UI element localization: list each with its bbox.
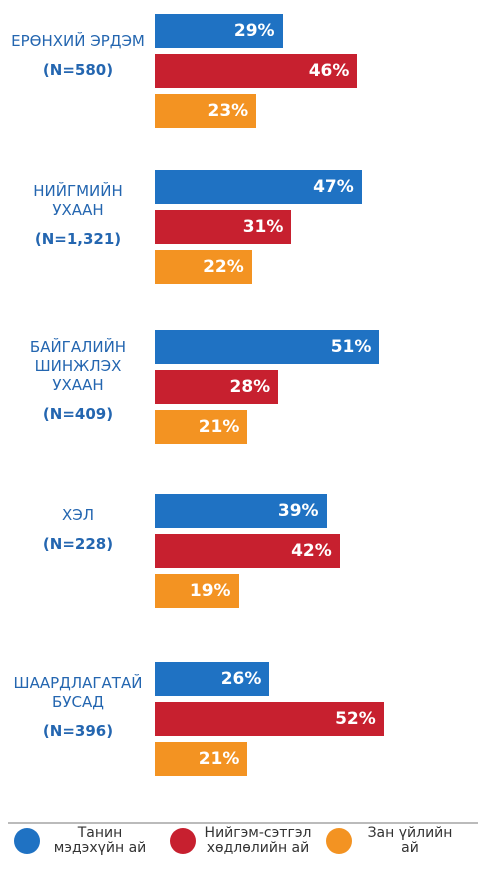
value-label: 21% [198, 749, 240, 769]
value-label: 26% [220, 669, 262, 689]
legend-item: Нийгэм-сэтгэл хөдлөлийн ай [170, 826, 312, 856]
bar: 21% [155, 742, 248, 776]
bar: 47% [155, 170, 362, 204]
bar: 19% [155, 574, 239, 608]
value-label: 46% [308, 61, 350, 81]
category-name: НИЙГМИЙН УХААН [33, 182, 123, 219]
category-label: БАЙГАЛИЙН ШИНЖЛЭХ УХААН (N=409) [8, 338, 148, 424]
bar: 42% [155, 534, 340, 568]
category-count: (N=396) [42, 722, 114, 740]
category-label: ШААРДЛАГАТАЙ БУСАД (N=396) [8, 674, 148, 741]
category-name: БАЙГАЛИЙН ШИНЖЛЭХ УХААН [29, 338, 127, 394]
bar: 52% [155, 702, 384, 736]
value-label: 42% [291, 541, 332, 561]
value-label: 29% [233, 21, 275, 41]
legend-marker [170, 828, 196, 854]
legend-item: Танин мэдэхүйн ай [14, 826, 152, 856]
legend-rule [8, 822, 478, 824]
value-label: 22% [203, 257, 244, 277]
category-name: ШААРДЛАГАТАЙ БУСАД [13, 674, 143, 711]
bar: 39% [155, 494, 327, 528]
value-label: 47% [313, 177, 354, 197]
legend-marker [14, 828, 40, 854]
bar: 29% [155, 14, 283, 48]
value-label: 39% [277, 501, 319, 521]
bar: 21% [155, 410, 248, 444]
legend-marker [326, 828, 352, 854]
bar: 28% [155, 370, 279, 404]
bar: 22% [155, 250, 252, 284]
bar: 26% [155, 662, 270, 696]
category-name: ЕРӨНХИЙ ЭРДЭМ [11, 32, 145, 50]
category-label: ХЭЛ (N=228) [8, 506, 148, 554]
legend-label: Зан үйлийн ай [367, 825, 453, 856]
bar: 51% [155, 330, 380, 364]
category-name: ХЭЛ [61, 506, 95, 524]
bar: 23% [155, 94, 257, 128]
value-label: 51% [330, 337, 372, 357]
bar: 31% [155, 210, 292, 244]
category-label: ЕРӨНХИЙ ЭРДЭМ (N=580) [8, 32, 148, 80]
bar: 46% [155, 54, 358, 88]
value-label: 23% [207, 101, 249, 121]
value-label: 52% [335, 709, 376, 729]
category-count: (N=580) [42, 61, 114, 79]
value-label: 31% [242, 217, 284, 237]
category-count: (N=1,321) [34, 230, 122, 248]
category-count: (N=409) [42, 405, 114, 423]
category-count: (N=228) [42, 535, 114, 553]
value-label: 19% [189, 581, 231, 601]
legend-label: Танин мэдэхүйн ай [53, 825, 147, 856]
value-label: 21% [198, 417, 240, 437]
category-label: НИЙГМИЙН УХААН (N=1,321) [8, 182, 148, 249]
legend-label: Нийгэм-сэтгэл хөдлөлийн ай [204, 825, 312, 856]
value-label: 28% [229, 377, 271, 397]
legend-item: Зан үйлийн ай [326, 826, 460, 856]
